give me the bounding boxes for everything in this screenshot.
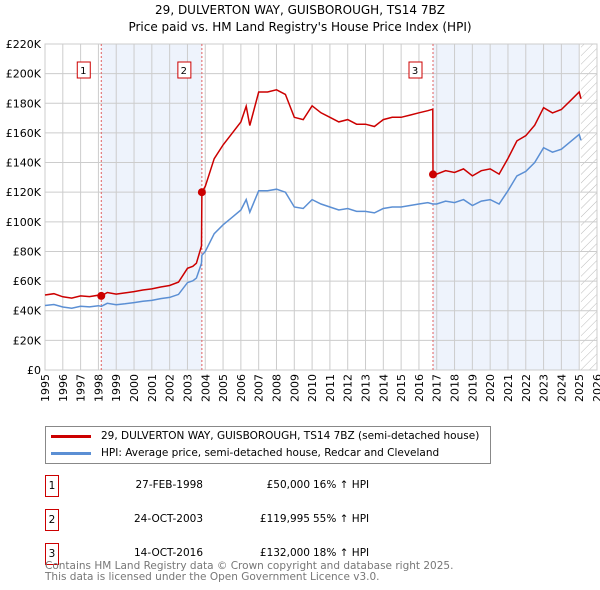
sale-price: £132,000 [259,547,310,559]
chart-title: 29, DULVERTON WAY, GUISBOROUGH, TS14 7BZ [155,3,445,17]
sale-point [429,170,438,179]
y-tick-label: £120K [6,186,42,199]
x-tick-label: 2010 [306,374,319,402]
x-tick-label: 2022 [520,374,533,402]
hpi-series-line [44,133,582,309]
x-tick-label: 2015 [395,374,408,402]
sale-date: 24-OCT-2003 [134,513,203,525]
sale-hpi-diff: 16% ↑ HPI [313,479,370,491]
x-tick-label: 2017 [431,374,444,402]
sale-number-badge: 3 [45,543,59,565]
y-tick-label: £80K [13,245,42,258]
x-tick-label: 2021 [502,374,515,402]
x-tick-label: 1996 [57,374,70,402]
sale-label-box [76,61,91,79]
x-tick-label: 2018 [449,374,462,402]
chart-subtitle: Price paid vs. HM Land Registry's House … [128,20,471,34]
legend-item-property: 29, DULVERTON WAY, GUISBOROUGH, TS14 7BZ… [51,428,479,444]
x-tick-label: 2005 [217,374,230,402]
y-tick-label: £100K [6,216,42,229]
plot-border [44,43,598,371]
legend-blue-line-icon [51,451,91,455]
sale-date: 27-FEB-1998 [135,479,203,491]
legend-item-hpi: HPI: Average price, semi-detached house,… [51,445,439,461]
y-tick-label: £20K [13,334,42,347]
sale-price: £50,000 [266,479,310,491]
shaded-period [433,44,580,370]
sale-point [197,188,206,197]
x-tick-label: 2014 [377,374,390,402]
x-tick-label: 2023 [538,374,551,402]
price-chart: 29, DULVERTON WAY, GUISBOROUGH, TS14 7BZ… [6,3,600,402]
x-tick-label: 1997 [75,374,88,402]
x-tick-label: 1995 [39,374,52,402]
x-tick-label: 2006 [235,374,248,402]
x-tick-label: 2016 [413,374,426,402]
footer: Contains HM Land Registry data © Crown c… [45,561,453,583]
sale-label: 2 [181,66,187,77]
x-tick-label: 2013 [360,374,373,402]
y-tick-label: £0 [27,364,41,377]
sale-date: 14-OCT-2016 [134,547,203,559]
sale-hpi-diff: 55% ↑ HPI [313,513,370,525]
property-series-line [44,89,582,299]
sale-hpi-diff: 18% ↑ HPI [313,547,370,559]
y-tick-label: £60K [13,275,42,288]
y-tick-label: £140K [6,157,42,170]
y-tick-label: £200K [6,68,42,81]
sale-point [97,291,106,300]
forecast-hatch [580,44,597,370]
x-tick-label: 2007 [253,374,266,402]
x-tick-label: 2001 [146,374,159,402]
x-tick-label: 2004 [199,374,212,402]
legend-red-line-icon [51,434,91,438]
legend-label: HPI: Average price, semi-detached house,… [101,447,440,459]
sale-label-box [177,61,192,79]
x-tick-label: 1998 [92,374,105,402]
y-tick-label: £160K [6,127,42,140]
sale-label-box [408,61,423,79]
x-tick-label: 2020 [484,374,497,402]
y-tick-label: £220K [6,38,42,51]
sale-number-badge: 1 [45,475,59,497]
x-tick-label: 2011 [324,374,337,402]
footer-licence: This data is licensed under the Open Gov… [45,571,380,583]
sale-number-badge: 2 [45,509,59,531]
sale-label: 3 [412,66,418,77]
legend-label: 29, DULVERTON WAY, GUISBOROUGH, TS14 7BZ… [101,430,480,442]
y-tick-label: £180K [6,97,42,110]
x-tick-label: 2012 [342,374,355,402]
footer-copyright: Contains HM Land Registry data © Crown c… [45,560,454,572]
x-tick-label: 2009 [288,374,301,402]
x-tick-label: 2002 [164,374,177,402]
x-tick-label: 2026 [591,374,600,402]
x-tick-label: 2008 [270,374,283,402]
x-tick-label: 2000 [128,374,141,402]
x-tick-label: 2024 [555,374,568,402]
x-tick-label: 2019 [466,374,479,402]
sale-label: 1 [80,66,86,77]
x-tick-label: 1999 [110,374,123,402]
x-tick-label: 2025 [573,374,586,402]
x-tick-label: 2003 [181,374,194,402]
sale-price: £119,995 [259,513,310,525]
y-tick-label: £40K [13,305,42,318]
legend: 29, DULVERTON WAY, GUISBOROUGH, TS14 7BZ… [45,426,491,464]
